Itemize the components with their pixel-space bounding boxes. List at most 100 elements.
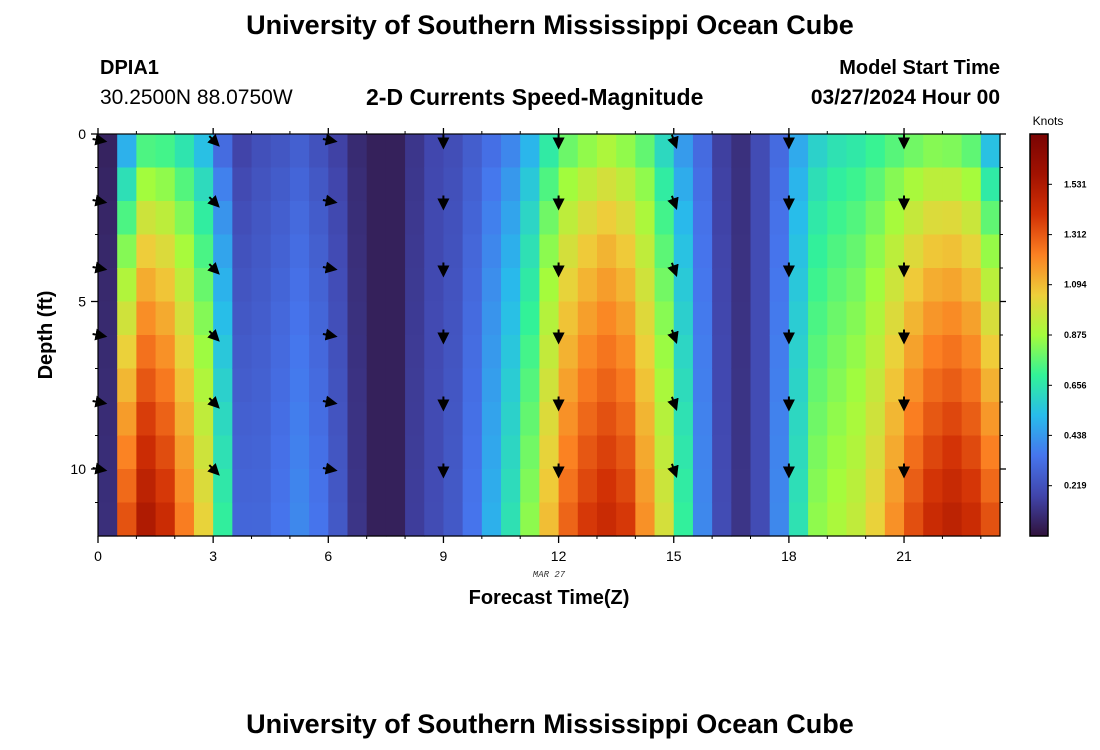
current-arrow	[667, 329, 679, 344]
y-tick-label: 0	[78, 126, 86, 142]
heatmap-cell	[942, 502, 963, 537]
heatmap-cell	[309, 368, 329, 403]
heatmap-cell	[251, 201, 272, 236]
heatmap-cell	[520, 167, 540, 202]
heatmap-cell	[520, 402, 540, 437]
heatmap-cell	[731, 368, 752, 403]
heatmap-cell	[596, 502, 617, 537]
heatmap-cell	[424, 201, 445, 236]
heatmap-cell	[750, 134, 771, 169]
heatmap-cell	[827, 134, 848, 169]
heatmap-cell	[136, 301, 157, 336]
heatmap-cell	[827, 502, 848, 537]
heatmap-cell	[232, 368, 253, 403]
heatmap-cell	[635, 234, 656, 269]
heatmap-cell	[155, 435, 176, 470]
heatmap-cell	[712, 368, 732, 403]
y-tick-label: 10	[70, 461, 86, 477]
heatmap-cell	[692, 134, 713, 169]
heatmap-cell	[904, 435, 924, 470]
heatmap-cell	[462, 268, 483, 303]
heatmap-cell	[596, 335, 617, 370]
heatmap-cell	[904, 469, 924, 504]
heatmap-cell	[424, 368, 445, 403]
heatmap-cell	[577, 234, 598, 269]
heatmap-cell	[692, 201, 713, 236]
heatmap-cell	[520, 368, 540, 403]
heatmap-cell	[961, 402, 982, 437]
heatmap-cell	[385, 469, 406, 504]
heatmap-cell	[117, 368, 137, 403]
heatmap-cell	[481, 234, 502, 269]
y-axis: 0 5 10	[70, 126, 1006, 503]
heatmap-cell	[558, 435, 579, 470]
heatmap-cell	[98, 402, 118, 437]
current-arrow	[667, 134, 679, 149]
current-arrow	[207, 462, 220, 476]
heatmap-cell	[174, 402, 195, 437]
heatmap-cell	[270, 234, 291, 269]
heatmap-cell	[443, 167, 464, 202]
heatmap-cell	[904, 167, 924, 202]
heatmap-cell	[270, 134, 291, 169]
heatmap-cell	[961, 469, 982, 504]
heatmap-cell	[405, 134, 425, 169]
heatmap-cell	[385, 301, 406, 336]
heatmap-cell	[328, 469, 349, 504]
heatmap-cell	[328, 402, 349, 437]
heatmap-cell	[232, 435, 253, 470]
heatmap-cell	[923, 201, 944, 236]
current-arrow	[207, 261, 220, 275]
heatmap-cell	[174, 234, 195, 269]
heatmap-cell	[98, 335, 118, 370]
heatmap-cell	[750, 268, 771, 303]
heatmap-cell	[712, 502, 732, 537]
heatmap-cell	[788, 435, 809, 470]
heatmap-cell	[309, 134, 329, 169]
heatmap-cell	[884, 435, 905, 470]
heatmap-cell	[923, 368, 944, 403]
heatmap-cell	[501, 402, 521, 437]
heatmap-cell	[289, 268, 310, 303]
heatmap-cell	[750, 201, 771, 236]
heatmap-cell	[980, 234, 1001, 269]
heatmap-cell	[385, 435, 406, 470]
heatmap-cell	[961, 368, 982, 403]
heatmap-cell	[616, 402, 636, 437]
heatmap-cell	[136, 469, 157, 504]
x-tick-label: 9	[440, 548, 448, 564]
heatmap-cell	[443, 134, 464, 169]
heatmap-cell	[654, 469, 675, 504]
heatmap-cell	[731, 134, 752, 169]
heatmap-cell	[923, 469, 944, 504]
heatmap-cell	[155, 201, 176, 236]
heatmap-cell	[193, 234, 214, 269]
heatmap-cell	[616, 301, 636, 336]
heatmap-cell	[462, 402, 483, 437]
heatmap-cell	[213, 234, 233, 269]
heatmap-cell	[654, 435, 675, 470]
heatmap-cell	[136, 167, 157, 202]
heatmap-cell	[942, 201, 963, 236]
heatmap-cell	[501, 301, 521, 336]
current-arrow	[667, 262, 679, 277]
heatmap-cell	[731, 402, 752, 437]
heatmap-cell	[980, 335, 1001, 370]
heatmap-cell	[328, 368, 349, 403]
heatmap-cell	[923, 435, 944, 470]
heatmap-cell	[309, 167, 329, 202]
heatmap-cell	[424, 402, 445, 437]
heatmap-cell	[193, 268, 214, 303]
heatmap-cell	[750, 502, 771, 537]
heatmap-cell	[692, 469, 713, 504]
heatmap-cell	[443, 368, 464, 403]
heatmap-cell	[788, 201, 809, 236]
heatmap-cell	[942, 301, 963, 336]
heatmap-cell	[462, 234, 483, 269]
heatmap-cell	[174, 301, 195, 336]
heatmap-cell	[117, 234, 137, 269]
current-arrow	[207, 395, 220, 409]
colorbar-tick-label: 0.219	[1064, 481, 1087, 491]
heatmap-cell	[635, 167, 656, 202]
heatmap-cell	[347, 335, 368, 370]
